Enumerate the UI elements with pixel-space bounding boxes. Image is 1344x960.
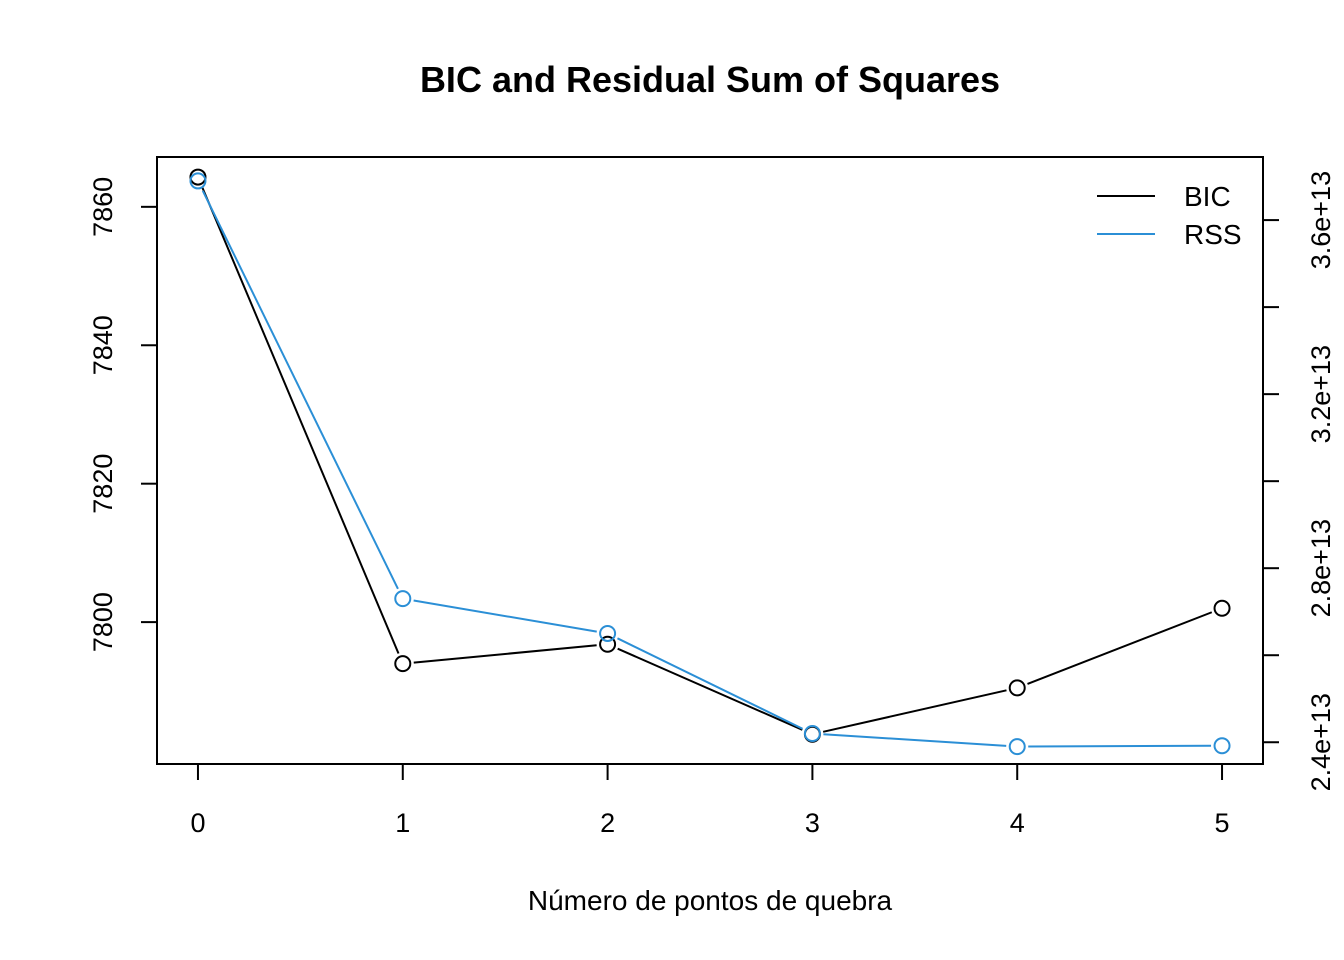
rss-point — [394, 590, 412, 608]
bic-segment — [617, 647, 803, 731]
y-left-tick-label: 7860 — [88, 177, 118, 237]
bic-segment — [413, 644, 597, 664]
rss-segment — [823, 733, 1007, 747]
y-left-tick-label: 7840 — [88, 315, 118, 375]
x-tick-label: 3 — [805, 808, 820, 838]
x-tick-label: 2 — [600, 808, 615, 838]
legend-label-rss: RSS — [1184, 219, 1242, 250]
y-right-axis: 2.4e+13 2.8e+13 3.2e+13 3.6e+13 — [1262, 171, 1336, 791]
x-tick-label: 4 — [1010, 808, 1025, 838]
bic-point — [599, 635, 617, 653]
x-axis-label: Número de pontos de quebra — [528, 885, 893, 916]
rss-segment — [413, 599, 597, 633]
y-left-axis: 7800 7820 7840 7860 — [88, 177, 158, 652]
y-right-tick-label: 2.8e+13 — [1306, 519, 1336, 617]
rss-point — [599, 624, 617, 642]
bic-point — [1008, 679, 1026, 697]
y-left-tick-label: 7800 — [88, 592, 118, 652]
x-tick-label: 1 — [395, 808, 410, 838]
rss-point — [803, 725, 821, 743]
y-left-tick-label: 7820 — [88, 454, 118, 514]
rss-segment — [1028, 744, 1212, 748]
bic-point — [394, 655, 412, 673]
x-axis: 0 1 2 3 4 5 — [190, 763, 1230, 838]
chart-title: BIC and Residual Sum of Squares — [420, 59, 1000, 100]
rss-segment — [201, 190, 399, 590]
series-layer — [189, 168, 1231, 756]
rss-point — [1213, 737, 1231, 755]
y-right-tick-label: 2.4e+13 — [1306, 693, 1336, 791]
plot-frame — [156, 156, 1264, 765]
bic-segment — [1027, 611, 1213, 685]
bic-segment — [201, 186, 400, 654]
bic-segment — [822, 689, 1007, 733]
y-right-tick-label: 3.6e+13 — [1306, 171, 1336, 269]
x-tick-label: 0 — [190, 808, 205, 838]
y-right-tick-label: 3.2e+13 — [1306, 345, 1336, 443]
bic-point — [1213, 599, 1231, 617]
rss-point — [1008, 738, 1026, 756]
legend: BIC RSS — [1097, 181, 1242, 250]
rss-segment — [617, 637, 803, 730]
legend-label-bic: BIC — [1184, 181, 1231, 212]
rss-point — [189, 172, 207, 190]
x-tick-label: 5 — [1215, 808, 1230, 838]
